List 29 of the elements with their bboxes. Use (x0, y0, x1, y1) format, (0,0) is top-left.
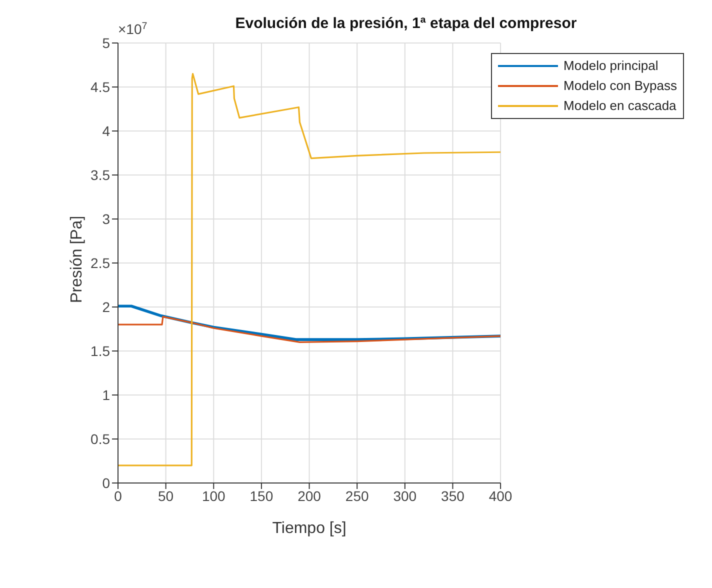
line-series (118, 73, 501, 466)
text: ×10$^{7}$ (118, 20, 148, 37)
y-tick-label: 2.5 (90, 254, 110, 271)
y-tick-label: 1.5 (90, 342, 110, 359)
y-tick-label: 1 (102, 386, 110, 403)
x-tick-label: 200 (298, 488, 322, 504)
y-tick-label: 3 (102, 210, 110, 227)
x-axis-title: Tiempo [s] (272, 520, 346, 537)
x-tick-label: 350 (441, 488, 465, 504)
y-tick-label: 0.5 (90, 430, 110, 447)
legend-label: Modelo con Bypass (564, 77, 677, 95)
chart-title: Evolución de la presión, 1ª etapa del compresor (235, 15, 577, 32)
y-tick-label: 0 (102, 474, 110, 491)
y-tick-label: 5 (102, 34, 110, 51)
x-tick-label: 400 (488, 488, 512, 504)
legend-label: Modelo principal (564, 57, 658, 75)
x-tick-label: 100 (202, 488, 226, 504)
x-tick-label: 150 (250, 488, 274, 504)
x-tick-label: 0 (114, 488, 122, 504)
y-tick-label: 4 (102, 122, 110, 139)
y-tick-label: 3.5 (90, 166, 110, 183)
x-tick-label: 250 (345, 488, 369, 504)
x-tick-label: 300 (393, 488, 417, 504)
y-axis-title: Presión [Pa] (68, 216, 86, 303)
line-series (118, 316, 501, 343)
x-tick-label: 50 (158, 488, 174, 504)
y-tick-label: 2 (102, 298, 110, 315)
legend-label: Modelo en cascada (564, 97, 676, 115)
y-tick-label: 4.5 (90, 78, 110, 95)
